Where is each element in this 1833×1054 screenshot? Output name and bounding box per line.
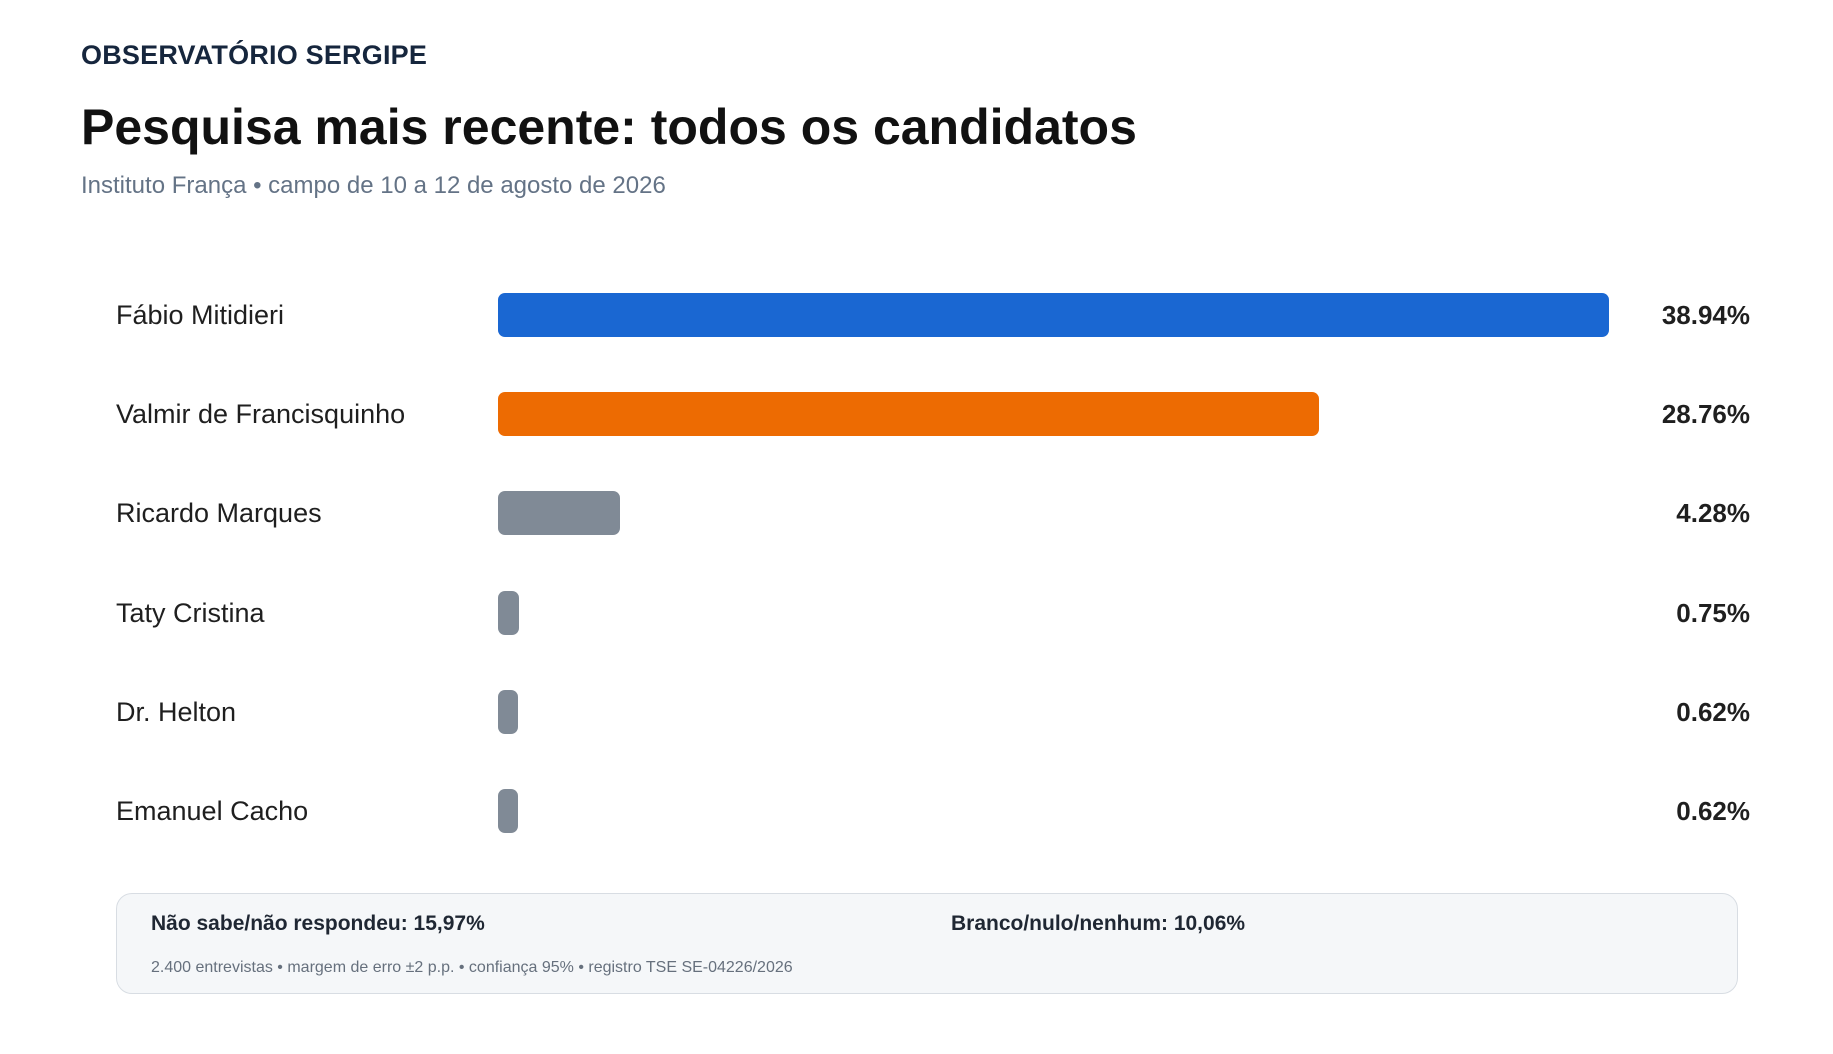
bar (498, 590, 520, 635)
bar (498, 689, 518, 734)
brand-name: OBSERVATÓRIO SERGIPE (81, 40, 428, 70)
category-label: Valmir de Francisquinho (116, 399, 406, 430)
category-label: Emanuel Cacho (116, 796, 309, 826)
value-label: 0.62% (1676, 696, 1750, 727)
value-label: 38.94% (1661, 300, 1750, 330)
category-label: Ricardo Marques (116, 498, 322, 529)
bar-row: Valmir de Francisquinho 28.76% (0, 392, 1833, 437)
survey-meta: 2.400 entrevistas • margem de erro ±2 p.… (151, 959, 793, 976)
value-label: 28.76% (1661, 399, 1750, 430)
value-label: 0.75% (1676, 597, 1750, 628)
bar-row: Emanuel Cacho 0.62% (0, 789, 1833, 833)
undecided-note: Não sabe/não respondeu: 15,97% (151, 912, 485, 935)
category-label: Fábio Mitidieri (116, 300, 285, 330)
bar-row: Ricardo Marques 4.28% (0, 491, 1833, 536)
value-label: 0.62% (1676, 796, 1750, 826)
bar (498, 293, 1609, 337)
category-label: Taty Cristina (116, 597, 265, 628)
bar (498, 491, 621, 536)
notes-box: Não sabe/não respondeu: 15,97% Branco/nu… (116, 893, 1738, 994)
chart-subtitle: Instituto França • campo de 10 a 12 de a… (81, 172, 666, 199)
bar-chart: Fábio Mitidieri 38.94% Valmir de Francisqu… (0, 293, 1833, 833)
bar-row: Taty Cristina 0.75% (0, 590, 1833, 635)
blank-note: Branco/nulo/nenhum: 10,06% (951, 912, 1246, 935)
bar (498, 789, 518, 833)
bar (498, 392, 1319, 437)
bar-row: Dr. Helton 0.62% (0, 689, 1833, 734)
bar-row: Fábio Mitidieri 38.94% (0, 293, 1833, 337)
value-label: 4.28% (1676, 498, 1750, 529)
category-label: Dr. Helton (116, 696, 237, 727)
chart-title: Pesquisa mais recente: todos os candidat… (81, 99, 1137, 155)
